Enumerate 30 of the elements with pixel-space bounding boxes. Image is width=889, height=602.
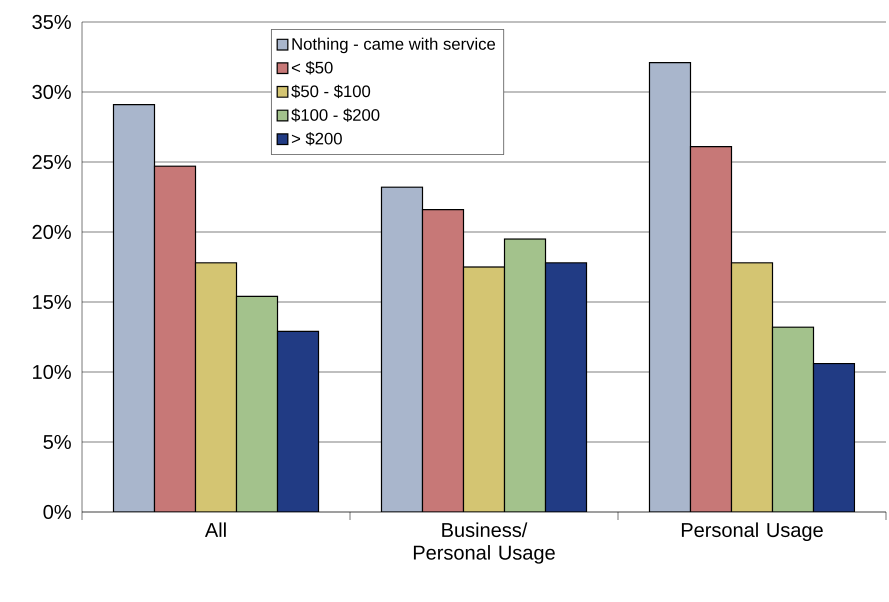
y-tick-label: 25%	[32, 154, 71, 170]
bar	[648, 62, 692, 512]
bar	[772, 326, 814, 512]
legend-label: < $50	[292, 61, 333, 75]
bar	[236, 296, 278, 512]
bar	[546, 262, 587, 512]
x-tick-label: Business/ Personal Usage	[414, 522, 555, 564]
y-tick-label: 10%	[33, 364, 71, 380]
legend-label: > $200	[292, 132, 342, 146]
legend-label: Nothing - came with service	[292, 38, 496, 54]
bar	[276, 330, 320, 512]
bar	[194, 262, 238, 512]
bar	[154, 166, 196, 512]
bar	[112, 104, 156, 512]
legend-label: $100 - $200	[291, 108, 380, 122]
x-tick-label: Personal Usage	[682, 522, 823, 542]
y-tick-label: 5%	[43, 434, 71, 450]
bar	[381, 187, 422, 512]
bar	[812, 362, 856, 512]
y-tick-label: 15%	[33, 294, 71, 310]
bar	[730, 262, 774, 512]
y-tick-label: 20%	[32, 224, 71, 240]
y-tick-label: 30%	[32, 84, 71, 100]
x-tick-label: All	[204, 522, 226, 537]
y-tick-label: 35%	[32, 14, 71, 30]
bar	[504, 238, 546, 512]
bar	[690, 146, 732, 512]
legend-label: $50 - $100	[291, 84, 370, 98]
bar	[464, 266, 505, 512]
y-tick-label: 0%	[43, 504, 71, 520]
